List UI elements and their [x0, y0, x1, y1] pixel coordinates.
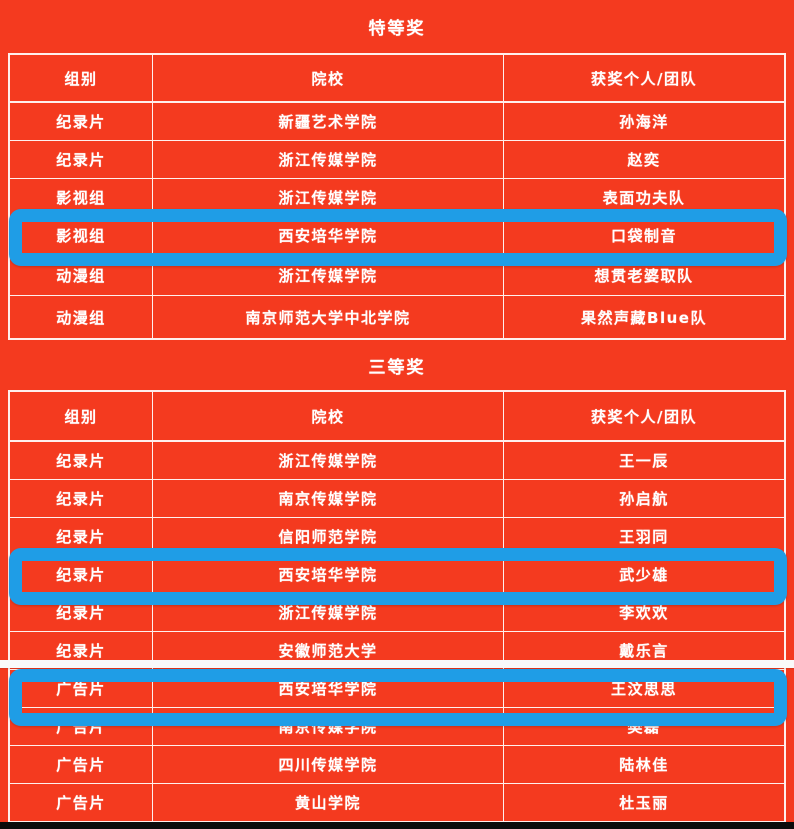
cell-group: 纪录片	[56, 151, 106, 169]
cell-school: 西安培华学院	[152, 556, 503, 593]
awards-table: 组别 院校 获奖个人/团队 纪录片 新疆艺术学院 孙海洋 纪录片 浙江传媒学院 …	[8, 53, 787, 340]
cell-school: 安徽师范大学	[152, 632, 503, 669]
cell-group: 影视组	[56, 227, 106, 245]
table-row: 影视组 浙江传媒学院 表面功夫队	[10, 178, 784, 216]
cell-winner: 王一辰	[503, 442, 784, 479]
cell-winner: 果然声藏Blue队	[503, 296, 784, 338]
cell-school: 浙江传媒学院	[152, 141, 503, 178]
table-row: 纪录片 浙江传媒学院 李欢欢	[10, 593, 784, 631]
cell-school: 西安培华学院	[152, 670, 503, 707]
section-title: 特等奖	[368, 19, 426, 39]
section-title: 三等奖	[368, 357, 426, 378]
cell-winner: 口袋制音	[503, 217, 784, 254]
cell-winner: 陆林佳	[503, 746, 784, 783]
cell-school: 四川传媒学院	[152, 746, 503, 783]
column-header-school: 院校	[152, 392, 503, 440]
section-third-prize: 三等奖 组别 院校 获奖个人/团队 纪录片 浙江传媒学院 王一辰 纪录片 南京传…	[0, 340, 794, 823]
screenshot-stitch-seam	[0, 660, 794, 668]
cell-group: 纪录片	[56, 528, 106, 546]
cell-school: 新疆艺术学院	[152, 103, 503, 140]
table-body: 纪录片 新疆艺术学院 孙海洋 纪录片 浙江传媒学院 赵奕 影视组 浙江传媒学院 …	[9, 102, 787, 338]
table-row: 广告片 四川传媒学院 陆林佳	[10, 745, 784, 783]
table-row: 纪录片 安徽师范大学 戴乐言	[10, 631, 784, 669]
cell-group: 纪录片	[56, 566, 106, 584]
table-row: 广告片 西安培华学院 王汶思思	[9, 669, 787, 726]
cell-group: 影视组	[56, 189, 106, 207]
table-body: 纪录片 浙江传媒学院 王一辰 纪录片 南京传媒学院 孙启航 纪录片 信阳师范学院…	[9, 441, 787, 821]
table-row: 动漫组 南京师范大学中北学院 果然声藏Blue队	[10, 295, 784, 338]
cell-winner: 武少雄	[503, 556, 784, 593]
cell-winner: 戴乐言	[503, 632, 784, 669]
cell-school: 西安培华学院	[152, 217, 503, 254]
cell-group: 广告片	[56, 794, 106, 812]
cell-school: 南京传媒学院	[152, 708, 503, 745]
cell-winner: 表面功夫队	[503, 179, 784, 216]
cell-school: 浙江传媒学院	[152, 442, 503, 479]
cell-group: 纪录片	[56, 113, 106, 131]
cell-group: 动漫组	[56, 308, 106, 327]
table-row: 广告片 黄山学院 杜玉丽	[10, 783, 784, 821]
cell-group: 纪录片	[56, 604, 106, 622]
cell-winner: 王汶思思	[503, 670, 784, 707]
cell-group: 纪录片	[56, 490, 106, 508]
table-row: 纪录片 西安培华学院 武少雄	[9, 548, 787, 605]
column-header-winner: 获奖个人/团队	[503, 55, 784, 101]
table-header-row: 组别 院校 获奖个人/团队	[10, 55, 784, 102]
table-row: 纪录片 南京传媒学院 孙启航	[10, 479, 784, 517]
cell-school: 黄山学院	[152, 784, 503, 821]
table-row: 影视组 西安培华学院 口袋制音	[9, 209, 787, 266]
cell-winner: 想贯老婆取队	[503, 255, 784, 295]
cell-school: 南京传媒学院	[152, 480, 503, 517]
cell-winner: 赵奕	[503, 141, 784, 178]
column-header-school: 院校	[152, 55, 503, 101]
column-header-winner: 获奖个人/团队	[503, 392, 784, 440]
cell-group: 纪录片	[56, 452, 106, 470]
table-row: 纪录片 浙江传媒学院 王一辰	[10, 441, 784, 479]
column-header-group: 组别	[64, 69, 98, 88]
table-row: 纪录片 信阳师范学院 王羽同	[10, 517, 784, 555]
awards-table: 组别 院校 获奖个人/团队 纪录片 浙江传媒学院 王一辰 纪录片 南京传媒学院 …	[8, 390, 787, 823]
cell-winner: 樊磊	[503, 708, 784, 745]
cell-group: 广告片	[56, 718, 106, 736]
table-header-row: 组别 院校 获奖个人/团队	[10, 392, 784, 441]
cell-group: 广告片	[56, 680, 106, 698]
cell-school: 南京师范大学中北学院	[152, 296, 503, 338]
table-row: 广告片 南京传媒学院 樊磊	[10, 707, 784, 745]
cell-school: 信阳师范学院	[152, 518, 503, 555]
cell-winner: 杜玉丽	[503, 784, 784, 821]
cell-group: 动漫组	[56, 266, 106, 285]
table-row: 纪录片 浙江传媒学院 赵奕	[10, 140, 784, 178]
cell-winner: 孙海洋	[503, 103, 784, 140]
cell-school: 浙江传媒学院	[152, 255, 503, 295]
cell-group: 纪录片	[56, 642, 106, 660]
column-header-group: 组别	[64, 407, 98, 426]
table-row: 动漫组 浙江传媒学院 想贯老婆取队	[10, 254, 784, 295]
bottom-black-bar	[0, 822, 794, 829]
cell-school: 浙江传媒学院	[152, 179, 503, 216]
cell-winner: 王羽同	[503, 518, 784, 555]
cell-winner: 李欢欢	[503, 594, 784, 631]
cell-winner: 孙启航	[503, 480, 784, 517]
cell-group: 广告片	[56, 756, 106, 774]
cell-school: 浙江传媒学院	[152, 594, 503, 631]
section-special-prize: 特等奖 组别 院校 获奖个人/团队 纪录片 新疆艺术学院 孙海洋 纪录片 浙江传…	[0, 0, 794, 340]
table-row: 纪录片 新疆艺术学院 孙海洋	[10, 102, 784, 140]
